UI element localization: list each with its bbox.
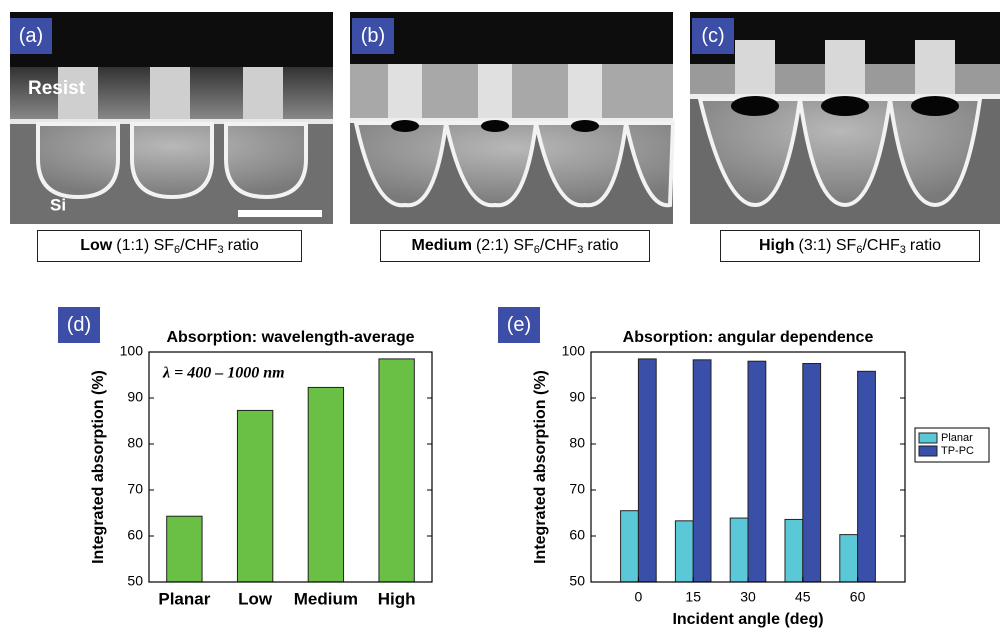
bar bbox=[378, 358, 415, 583]
plot-frame bbox=[148, 351, 433, 583]
bar bbox=[747, 360, 767, 583]
bar bbox=[637, 358, 657, 583]
caption: High (3:1) SF6/CHF3 ratio bbox=[720, 230, 980, 262]
bar bbox=[784, 518, 804, 583]
y-tick-label: 100 bbox=[562, 343, 586, 359]
bar bbox=[236, 409, 274, 583]
y-tick-label: 100 bbox=[120, 343, 144, 359]
caption-strength: Medium bbox=[411, 237, 472, 254]
y-axis-label: Integrated absorption (%) bbox=[532, 370, 549, 564]
caption-text: ratio bbox=[587, 237, 619, 254]
y-tick-label: 50 bbox=[569, 573, 585, 589]
caption-text: ratio bbox=[909, 237, 942, 254]
x-tick-label: Medium bbox=[294, 589, 358, 608]
image-annotation: Si bbox=[50, 195, 66, 214]
y-tick-label: 80 bbox=[569, 435, 585, 451]
x-tick-label: High bbox=[378, 589, 416, 608]
legend-label: TP-PC bbox=[941, 445, 974, 457]
bar bbox=[166, 515, 203, 583]
y-tick-label: 60 bbox=[127, 527, 143, 543]
y-tick-label: 60 bbox=[569, 527, 585, 543]
y-tick-label: 90 bbox=[127, 389, 143, 405]
y-tick-label: 70 bbox=[569, 481, 585, 497]
caption-strength: Low bbox=[80, 237, 113, 254]
legend-swatch bbox=[918, 432, 938, 444]
y-tick-label: 50 bbox=[127, 573, 143, 589]
caption-sub: 6 bbox=[856, 244, 863, 256]
sem-image bbox=[690, 12, 1000, 224]
x-tick-label: Planar bbox=[158, 589, 210, 608]
caption-sub: 3 bbox=[899, 244, 906, 256]
bar bbox=[674, 520, 694, 583]
bar bbox=[802, 363, 822, 583]
panel-label: (d) bbox=[58, 307, 100, 343]
caption-text: (1:1) SF bbox=[116, 237, 175, 254]
y-axis-label: Integrated absorption (%) bbox=[90, 370, 107, 564]
bar bbox=[839, 534, 859, 583]
x-tick-label: 60 bbox=[850, 589, 866, 605]
caption: Low (1:1) SF6/CHF3 ratio bbox=[37, 230, 302, 262]
sem-image bbox=[350, 12, 676, 224]
caption: Medium (2:1) SF6/CHF3 ratio bbox=[380, 230, 650, 262]
panel-label: (c) bbox=[692, 18, 734, 54]
caption-sub: 6 bbox=[533, 244, 540, 256]
caption-text: /CHF bbox=[539, 237, 578, 254]
x-tick-label: 0 bbox=[635, 589, 643, 605]
caption-sub: 6 bbox=[174, 244, 181, 256]
panel-label: (b) bbox=[352, 18, 394, 54]
chart-title: Absorption: wavelength-average bbox=[166, 329, 414, 346]
caption-text: /CHF bbox=[180, 237, 218, 254]
x-tick-label: 30 bbox=[740, 589, 756, 605]
y-tick-label: 70 bbox=[127, 481, 143, 497]
x-tick-label: Low bbox=[238, 589, 273, 608]
caption-text: /CHF bbox=[862, 237, 900, 254]
bar bbox=[729, 517, 749, 583]
bar bbox=[692, 359, 712, 583]
x-tick-label: 45 bbox=[795, 589, 811, 605]
caption-sub: 3 bbox=[577, 244, 584, 256]
caption-strength: High bbox=[758, 237, 795, 254]
panel-label: (a) bbox=[10, 18, 52, 54]
bar bbox=[857, 370, 876, 583]
bar bbox=[620, 510, 639, 583]
caption-text: ratio bbox=[227, 237, 259, 254]
plot-frame bbox=[590, 351, 906, 583]
caption-sub: 3 bbox=[217, 244, 224, 256]
x-tick-label: 15 bbox=[685, 589, 701, 605]
panel-label: (e) bbox=[498, 307, 540, 343]
x-axis-label: Incident angle (deg) bbox=[672, 611, 823, 628]
legend-label: Planar bbox=[941, 432, 973, 444]
legend-swatch bbox=[918, 445, 938, 457]
caption-text: (3:1) SF bbox=[798, 237, 857, 254]
sem-image bbox=[10, 12, 333, 224]
annotation: λ = 400 – 1000 nm bbox=[162, 365, 285, 382]
bar bbox=[307, 386, 345, 583]
y-tick-label: 90 bbox=[569, 389, 585, 405]
caption-text: (2:1) SF bbox=[475, 237, 534, 254]
image-annotation: Resist bbox=[28, 78, 86, 99]
chart-title: Absorption: angular dependence bbox=[623, 329, 874, 346]
y-tick-label: 80 bbox=[127, 435, 143, 451]
